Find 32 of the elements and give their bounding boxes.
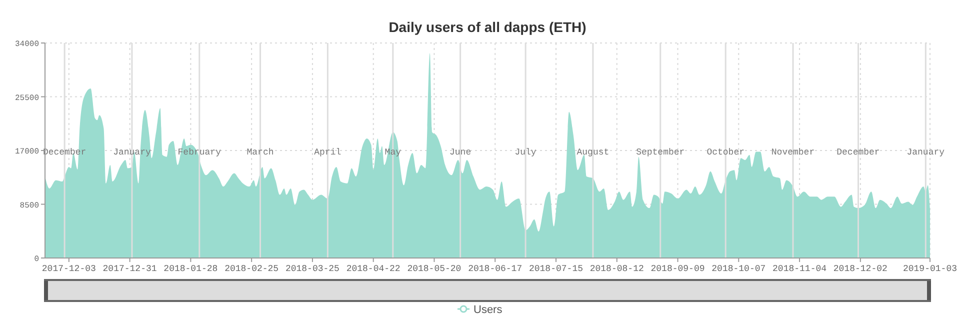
x-tick-label: 2018-08-12	[590, 264, 644, 274]
x2-tick-label: December	[836, 148, 880, 158]
x-tick-label: 2018-11-04	[772, 264, 827, 274]
x-tick-label: 2017-12-03	[42, 264, 96, 274]
x2-tick-label: January	[906, 148, 946, 158]
x-tick-label: 2018-04-22	[346, 264, 400, 274]
x2-tick-label: July	[514, 148, 537, 158]
x-tick-label: 2018-06-17	[468, 264, 522, 274]
x-tick-label: 2018-01-28	[164, 264, 218, 274]
x-tick-label: 2018-10-07	[712, 264, 766, 274]
legend-label: Users	[474, 304, 503, 316]
y-tick-label: 34000	[14, 40, 40, 49]
y-tick-label: 17000	[14, 148, 40, 156]
x-tick-label: 2018-09-09	[650, 264, 705, 274]
x2-tick-label: April	[314, 148, 342, 158]
chart-title: Daily users of all dapps (ETH)	[388, 19, 586, 35]
x2-tick-label: September	[636, 148, 685, 158]
x-tick-label: 2017-12-31	[102, 264, 157, 274]
y-tick-label: 8500	[20, 201, 40, 210]
x2-tick-label: October	[706, 148, 745, 158]
x2-tick-label: November	[771, 148, 815, 158]
x-tick-label: 2018-03-25	[285, 264, 340, 274]
y-tick-label: 25500	[14, 94, 40, 103]
x2-tick-label: March	[246, 148, 274, 158]
x-tick-label: 2018-02-25	[224, 264, 279, 274]
x2-tick-label: June	[450, 148, 472, 158]
y-tick-label: 0	[34, 255, 40, 264]
x2-tick-label: August	[576, 148, 610, 158]
x-tick-label: 2018-12-02	[833, 264, 888, 274]
x-tick-label: 2018-07-15	[528, 264, 584, 274]
x-tick-label: 2019-01-03	[902, 264, 958, 274]
x-tick-label: 2018-05-20	[407, 264, 462, 274]
